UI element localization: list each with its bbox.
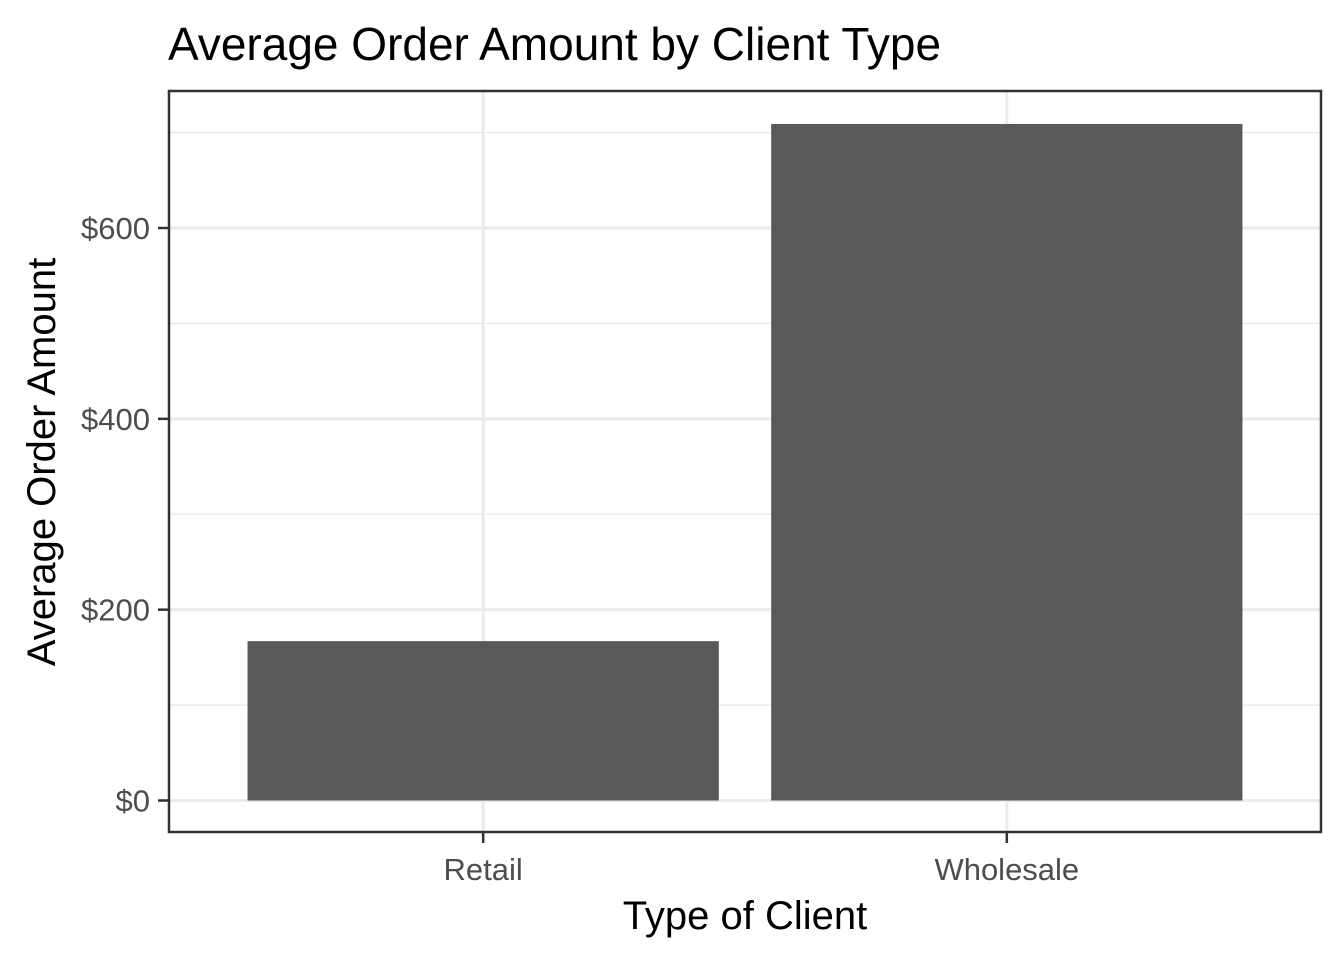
x-axis-title: Type of Client	[623, 894, 868, 938]
x-tick-label: Wholesale	[934, 852, 1079, 887]
y-tick-label: $600	[81, 211, 150, 246]
bar-wholesale	[771, 123, 1243, 801]
panel-border	[167, 89, 1323, 834]
bar-retail	[247, 641, 719, 801]
bars	[247, 123, 1243, 801]
y-tick-label: $400	[81, 402, 150, 437]
chart-title: Average Order Amount by Client Type	[168, 18, 941, 70]
axis-ticks: $0 $200 $400 $600 Retail Wholesale	[81, 211, 1079, 887]
x-tick-label: Retail	[444, 852, 523, 887]
y-tick-label: $200	[81, 593, 150, 628]
y-tick-label: $0	[116, 784, 150, 819]
y-axis-title: Average Order Amount	[20, 258, 64, 666]
